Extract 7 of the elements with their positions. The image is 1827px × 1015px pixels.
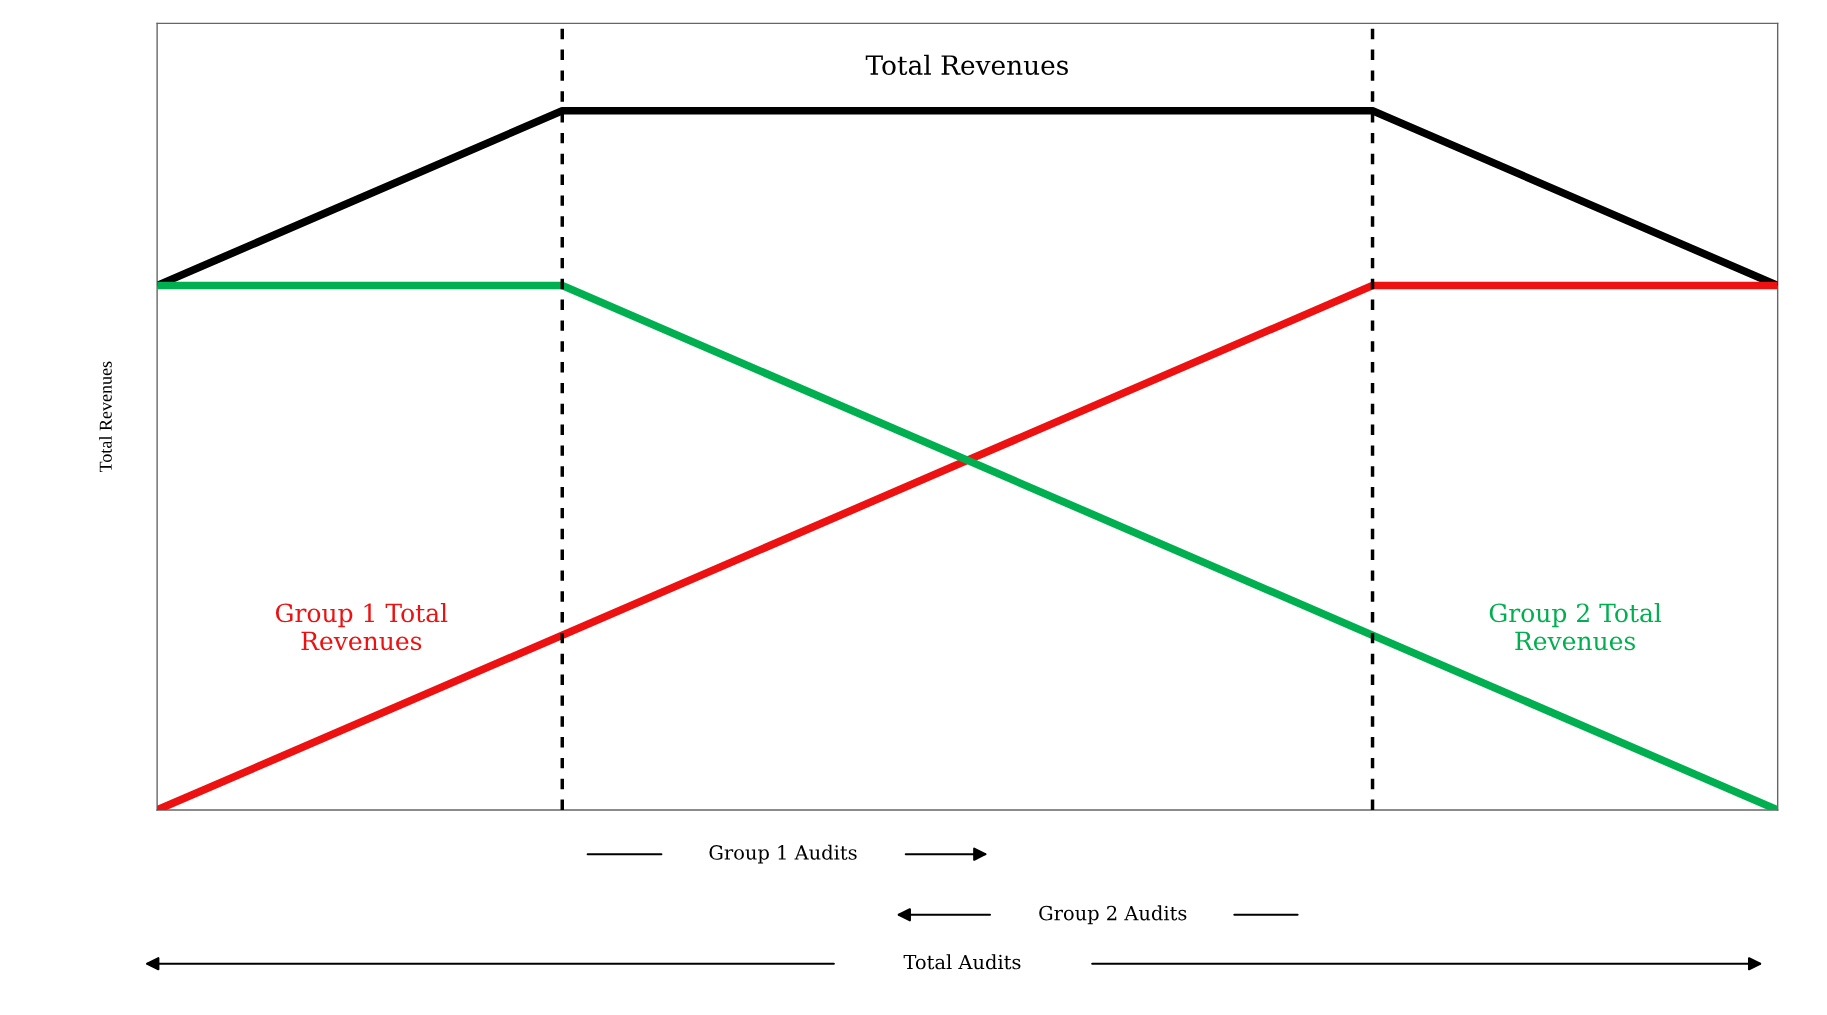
y-axis-title: Total Revenues [99, 361, 112, 473]
series-label: Group 2 Total Revenues [1489, 602, 1662, 651]
text: Group 1 Audits [709, 844, 857, 864]
text: Group 2 Audits [1039, 905, 1187, 925]
text: Total Audits [903, 954, 1021, 970]
series-label: Total Revenues [865, 54, 1068, 76]
series-label: Group 1 Total Revenues [275, 602, 448, 651]
